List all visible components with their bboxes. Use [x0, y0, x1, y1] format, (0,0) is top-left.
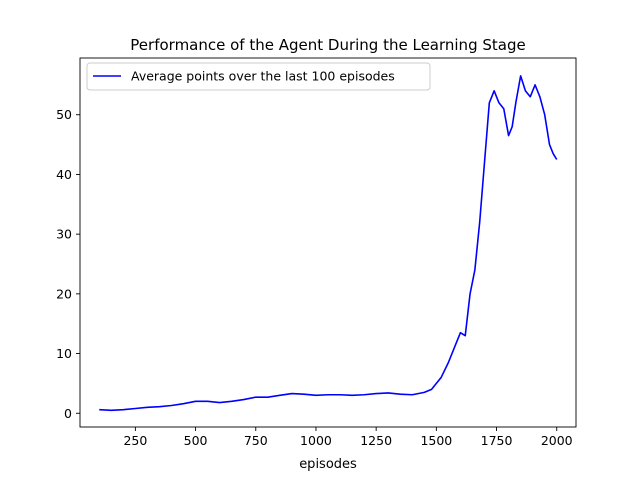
series-line-0 [99, 75, 558, 412]
y-tick-label: 50 [56, 107, 72, 122]
x-tick-label: 250 [123, 433, 147, 448]
x-tick-label: 1000 [300, 433, 332, 448]
x-tick-label: 1250 [360, 433, 392, 448]
axes-frame [79, 57, 577, 428]
x-tick-label: 1750 [481, 433, 513, 448]
y-tick-label: 40 [56, 167, 72, 182]
x-tick-label: 2000 [541, 433, 573, 448]
axes: 250 500 750 1000 1250 1500 1750 2000 0 10 20 30 40 50 [56, 57, 577, 448]
y-tick-label: 10 [56, 346, 72, 361]
plot-area [99, 75, 558, 412]
legend-box [86, 62, 431, 91]
x-tick-label: 500 [184, 433, 208, 448]
y-tick-label: 20 [56, 286, 72, 301]
y-tick-label: 0 [64, 406, 72, 421]
y-tick-label: 30 [56, 227, 72, 242]
x-tick-label: 1500 [420, 433, 452, 448]
x-tick-label: 750 [244, 433, 268, 448]
legend-series-label: Average points over the last 100 episode… [131, 69, 395, 84]
legend: Average points over the last 100 episode… [86, 62, 431, 91]
chart-title: Performance of the Agent During the Lear… [130, 36, 525, 54]
x-axis-label: episodes [299, 457, 357, 472]
